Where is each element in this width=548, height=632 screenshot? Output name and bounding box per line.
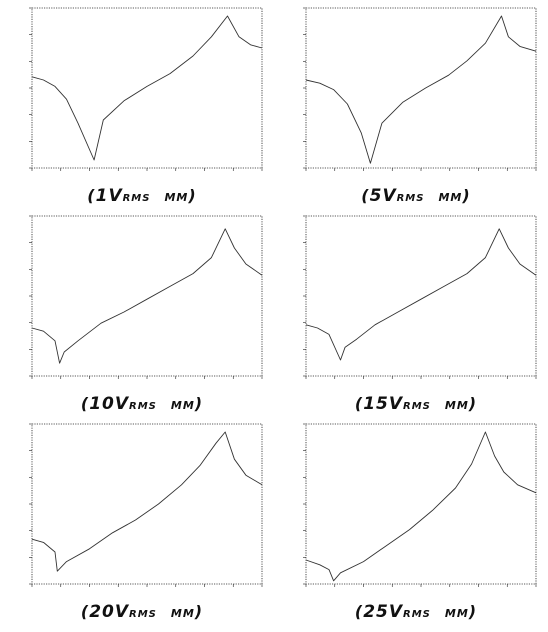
chart-caption: (5VRMS MM) xyxy=(284,186,548,206)
caption-subscript: RMS xyxy=(129,609,157,620)
caption-open: ( xyxy=(354,602,364,621)
series-line xyxy=(305,228,537,361)
caption-close: ) xyxy=(194,602,204,621)
caption-open: ( xyxy=(87,186,96,205)
chart-panel-5: (20VRMS MM) xyxy=(10,420,274,625)
chart-svg xyxy=(29,215,263,379)
chart-caption: (10VRMS MM) xyxy=(10,394,274,414)
chart-svg xyxy=(303,215,537,379)
chart-caption: (20VRMS MM) xyxy=(10,602,274,622)
caption-open: ( xyxy=(361,186,370,205)
caption-subscript: RMS xyxy=(403,401,431,412)
caption-close: ) xyxy=(468,394,478,413)
chart-caption: (15VRMS MM) xyxy=(284,394,548,414)
chart-caption: (1VRMS MM) xyxy=(10,186,274,206)
caption-voltage: 15V xyxy=(363,394,404,414)
series-line xyxy=(305,15,537,164)
caption-unit: MM xyxy=(170,399,195,412)
caption-open: ( xyxy=(354,394,364,413)
chart-svg xyxy=(303,7,537,171)
series-line xyxy=(31,431,263,572)
caption-close: ) xyxy=(194,394,204,413)
caption-subscript: RMS xyxy=(396,193,425,204)
caption-unit: MM xyxy=(444,607,469,620)
plot-frame xyxy=(305,7,537,169)
caption-voltage: 20V xyxy=(89,602,130,622)
chart-panel-1: (1VRMS MM) xyxy=(10,4,274,209)
caption-close: ) xyxy=(188,186,197,205)
plot-frame xyxy=(31,215,263,377)
chart-caption: (25VRMS MM) xyxy=(284,602,548,622)
caption-voltage: 1V xyxy=(95,186,123,206)
chart-svg xyxy=(29,7,263,171)
caption-voltage: 10V xyxy=(89,394,130,414)
series-line xyxy=(31,15,263,161)
chart-panel-2: (5VRMS MM) xyxy=(284,4,548,209)
chart-svg xyxy=(303,423,537,587)
caption-open: ( xyxy=(80,602,90,621)
caption-unit: MM xyxy=(444,399,469,412)
caption-subscript: RMS xyxy=(129,401,157,412)
series-line xyxy=(31,228,263,364)
chart-panel-3: (10VRMS MM) xyxy=(10,212,274,417)
caption-unit: MM xyxy=(170,607,195,620)
caption-close: ) xyxy=(468,602,478,621)
caption-close: ) xyxy=(462,186,471,205)
plot-frame xyxy=(31,423,263,585)
plot-frame xyxy=(305,215,537,377)
caption-subscript: RMS xyxy=(122,193,151,204)
caption-open: ( xyxy=(80,394,90,413)
chart-panel-4: (15VRMS MM) xyxy=(284,212,548,417)
series-line xyxy=(305,431,537,582)
caption-unit: MM xyxy=(164,191,189,204)
caption-subscript: RMS xyxy=(403,609,431,620)
caption-voltage: 25V xyxy=(363,602,404,622)
chart-panel-6: (25VRMS MM) xyxy=(284,420,548,625)
caption-unit: MM xyxy=(438,191,463,204)
plot-frame xyxy=(305,423,537,585)
caption-voltage: 5V xyxy=(369,186,397,206)
plot-frame xyxy=(31,7,263,169)
chart-svg xyxy=(29,423,263,587)
